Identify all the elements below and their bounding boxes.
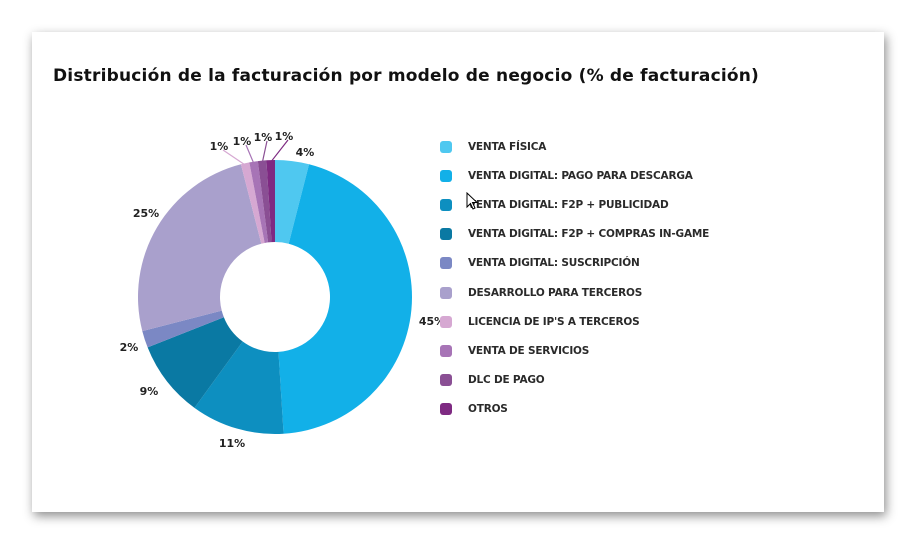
legend-label: VENTA DIGITAL: SUSCRIPCIÓN [468,257,640,270]
legend-label: OTROS [468,403,508,416]
legend-label: LICENCIA DE IP'S A TERCEROS [468,315,640,328]
donut-slice [142,310,224,348]
legend-label: VENTA DE SERVICIOS [468,344,590,357]
legend-swatch [440,140,452,153]
donut-slice [194,341,284,435]
leader-line [261,140,268,163]
donut-slice [147,317,243,408]
legend-label: DESARROLLO PARA TERCEROS [468,286,643,299]
legend-label: VENTA DIGITAL: F2P + PUBLICIDAD [468,198,669,211]
legend-item: VENTA DIGITAL: F2P + COMPRAS IN-GAME [440,220,709,249]
donut-slice [275,160,310,244]
legend-item: DESARROLLO PARA TERCEROS [440,278,709,307]
donut-slice [138,164,262,332]
data-label: 11% [219,437,245,450]
donut-slice [240,162,265,244]
legend-swatch [440,315,452,328]
legend-swatch [440,286,452,299]
legend-item: VENTA DIGITAL: SUSCRIPCIÓN [440,249,709,278]
legend-swatch [440,403,452,416]
donut-slice [266,160,275,243]
legend-item: VENTA DIGITAL: PAGO PARA DESCARGA [440,161,709,190]
legend-swatch [440,374,452,387]
data-label: 45% [419,315,445,328]
data-label: 9% [140,385,159,398]
donut-slice [278,164,413,434]
data-label: 4% [296,146,315,159]
legend-item: VENTA FÍSICA [440,132,709,161]
data-label: 1% [233,135,252,148]
legend-swatch [440,169,452,182]
legend-swatch [440,228,452,241]
legend-swatch [440,344,452,357]
donut-slice [257,160,272,243]
legend-item: OTROS [440,395,709,424]
data-label: 1% [254,131,273,144]
legend-item: VENTA DIGITAL: F2P + PUBLICIDAD [440,190,709,219]
mouse-cursor-icon [466,192,479,210]
legend-item: VENTA DE SERVICIOS [440,336,709,365]
leader-line [222,149,246,166]
data-label: 1% [275,130,294,143]
legend-swatch [440,198,452,211]
leader-line [270,139,289,163]
legend-label: DLC DE PAGO [468,374,545,387]
legend-swatch [440,257,452,270]
legend-label: VENTA DIGITAL: F2P + COMPRAS IN-GAME [468,228,710,241]
legend-item: DLC DE PAGO [440,366,709,395]
data-label: 1% [210,140,229,153]
donut-slice [249,161,269,243]
legend-label: VENTA FÍSICA [468,140,547,153]
data-label: 25% [133,207,159,220]
legend-item: LICENCIA DE IP'S A TERCEROS [440,307,709,336]
legend-label: VENTA DIGITAL: PAGO PARA DESCARGA [468,169,693,182]
chart-title: Distribución de la facturación por model… [53,66,760,86]
legend: VENTA FÍSICA VENTA DIGITAL: PAGO PARA DES… [440,132,709,424]
data-label: 2% [120,341,139,354]
leader-line [245,144,255,164]
